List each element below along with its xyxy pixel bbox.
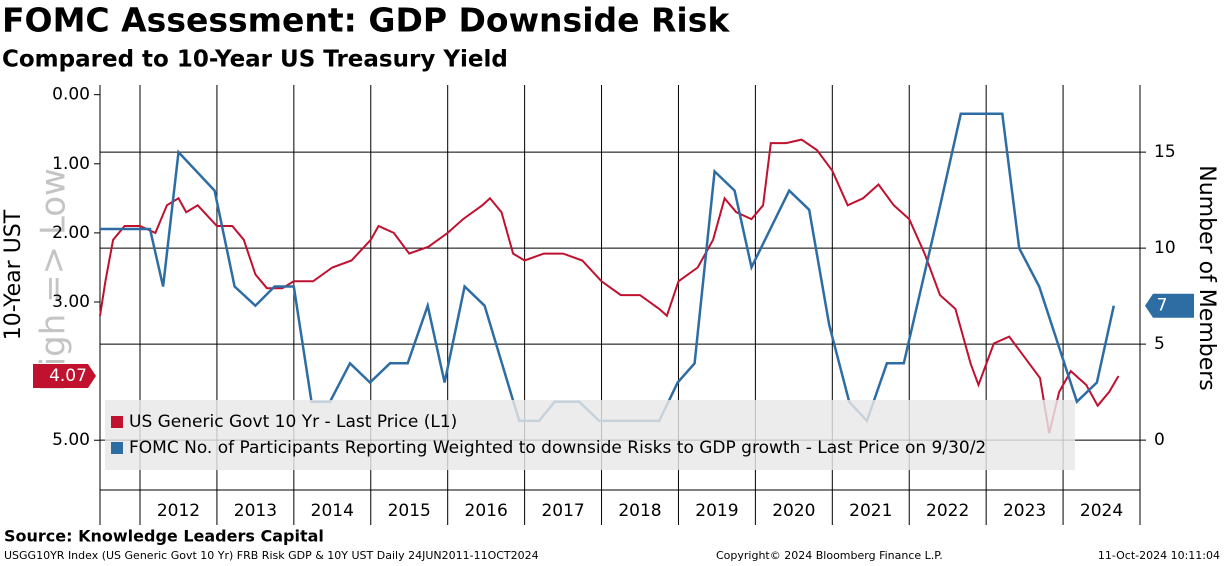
- source: Source: Knowledge Leaders Capital: [4, 527, 324, 546]
- last-value-badge: [33, 363, 96, 388]
- legend-box: [105, 400, 1075, 470]
- y2-axis-title: Number of Members: [1194, 165, 1219, 391]
- legend-label: US Generic Govt 10 Yr - Last Price (L1): [129, 412, 457, 432]
- legend-swatch: [111, 416, 123, 428]
- last-value-label: 7: [1157, 296, 1168, 316]
- legend-label: FOMC No. of Participants Reporting Weigh…: [129, 438, 986, 458]
- x-tick-label: 2016: [465, 501, 508, 521]
- x-tick-label: 2022: [926, 501, 969, 521]
- y2-tick-label: 15: [1154, 142, 1176, 162]
- x-tick-label: 2013: [234, 501, 277, 521]
- x-tick-label: 2017: [541, 501, 584, 521]
- y2-tick-label: 10: [1154, 238, 1176, 258]
- x-tick-label: 2019: [695, 501, 738, 521]
- chart-title: FOMC Assessment: GDP Downside Risk: [2, 1, 730, 40]
- y-tick-label: 2.00: [52, 223, 90, 243]
- footer-right: 11-Oct-2024 10:11:04: [1098, 549, 1220, 562]
- x-tick-label: 2014: [311, 501, 354, 521]
- y2-tick-label: 0: [1154, 430, 1165, 450]
- footer-center: Copyright© 2024 Bloomberg Finance L.P.: [716, 549, 943, 562]
- x-tick-label: 2018: [618, 501, 661, 521]
- x-tick-label: 2023: [1003, 501, 1046, 521]
- legend-swatch: [111, 442, 123, 454]
- last-value-label: 4.07: [49, 366, 87, 386]
- y-tick-label: 1.00: [52, 154, 90, 174]
- y2-tick-label: 5: [1154, 334, 1165, 354]
- x-tick-label: 2015: [388, 501, 431, 521]
- x-tick-label: 2024: [1080, 501, 1123, 521]
- x-tick-label: 2021: [849, 501, 892, 521]
- y-tick-label: 3.00: [52, 292, 90, 312]
- y-tick-label: 5.00: [52, 430, 90, 450]
- legend: US Generic Govt 10 Yr - Last Price (L1) F…: [105, 400, 1075, 470]
- last-value-badge: [1145, 293, 1194, 318]
- watermark: High => Low: [34, 168, 74, 392]
- chart-subtitle: Compared to 10-Year US Treasury Yield: [2, 47, 508, 73]
- x-tick-label: 2020: [772, 501, 815, 521]
- x-tick-label: 2012: [157, 501, 200, 521]
- y-tick-label: 0.00: [52, 85, 90, 105]
- y-axis-title: 10-Year UST: [1, 209, 26, 340]
- footer-left: USGG10YR Index (US Generic Govt 10 Yr) F…: [4, 549, 539, 562]
- series-line: [99, 138, 1120, 434]
